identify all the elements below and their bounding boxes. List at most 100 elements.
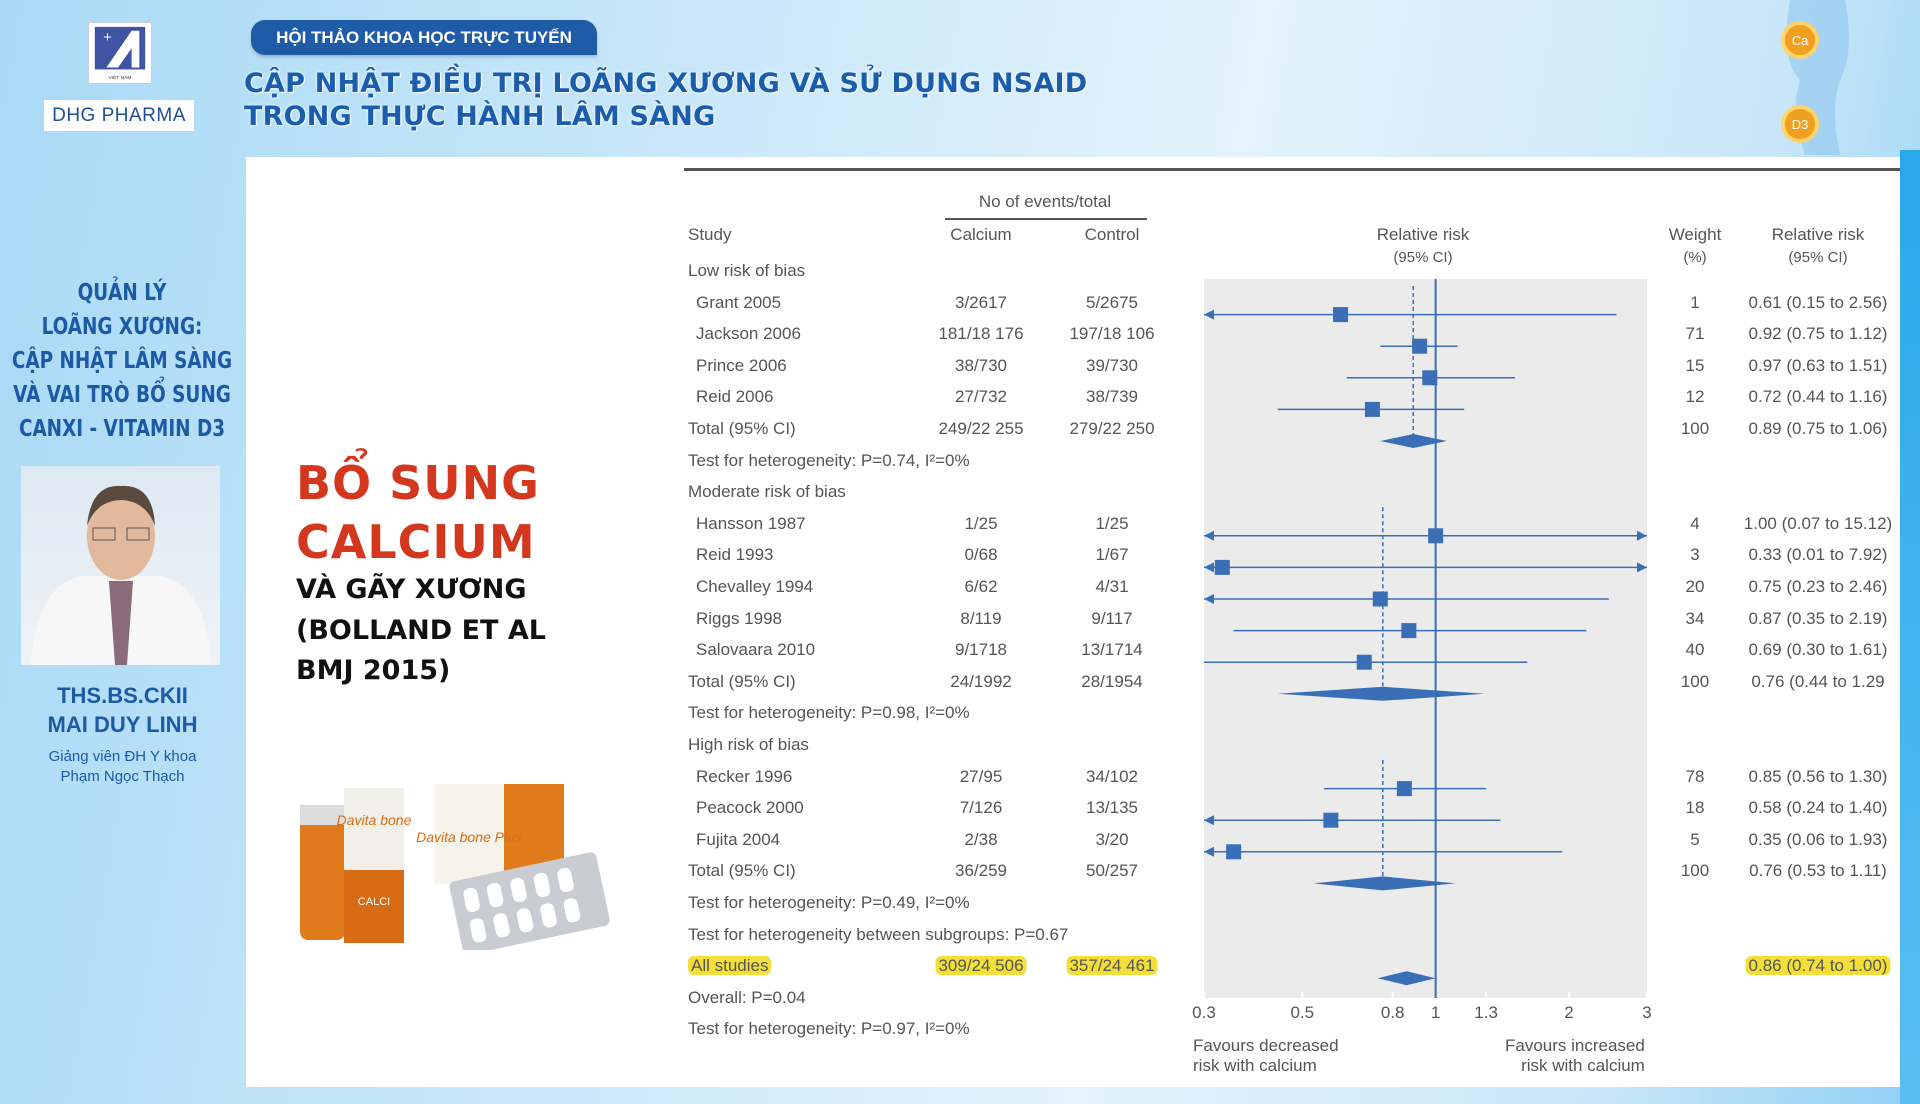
weight-value: 20 — [1685, 577, 1705, 596]
x-tick-label: 2 — [1564, 1003, 1574, 1022]
x-tick-label: 3 — [1642, 1003, 1652, 1022]
relative-risk-ci: 0.69 (0.30 to 1.61) — [1748, 640, 1888, 660]
relative-risk-ci: 1.00 (0.07 to 15.12) — [1743, 513, 1893, 533]
all-studies-label: All studies — [688, 956, 772, 976]
control-events: 4/31 — [1095, 577, 1129, 596]
x-tick-label: 0.3 — [1192, 1003, 1216, 1022]
heterogeneity-text: Test for heterogeneity: P=0.49, I²=0% — [688, 893, 970, 912]
relative-risk-ci: 0.35 (0.06 to 1.93) — [1748, 829, 1888, 849]
relative-risk-ci: 0.76 (0.53 to 1.11) — [1749, 861, 1887, 881]
effect-square — [1412, 338, 1428, 354]
calcium-events: 0/68 — [964, 545, 998, 565]
effect-square — [1401, 623, 1417, 639]
subgroup-label: High risk of bias — [688, 735, 809, 754]
relative-risk-ci: 0.72 (0.44 to 1.16) — [1748, 387, 1888, 407]
arrow-left-icon — [1204, 815, 1214, 826]
study-name: Prince 2006 — [696, 355, 787, 375]
study-name: Riggs 1998 — [696, 608, 783, 628]
x-axis-label-right: Favours increased risk with calcium — [1505, 1036, 1645, 1075]
speaker-title: THS.BS.CKII — [57, 683, 188, 708]
pooled-diamond — [1313, 876, 1456, 891]
calcium-events: 3/2617 — [955, 292, 1007, 312]
study-name: Hansson 1987 — [696, 513, 806, 533]
product-image: Davita bone CALCI Davita bone Plus — [294, 780, 634, 955]
calcium-events: 9/1718 — [955, 640, 1007, 660]
weight-value: 5 — [1690, 829, 1700, 849]
control-header: Control — [1084, 225, 1140, 244]
rr-ci-column-header: Relative risk — [1771, 225, 1865, 244]
control-events: 279/22 250 — [1069, 419, 1155, 438]
control-events: 39/730 — [1086, 355, 1138, 375]
calcium-events: 7/126 — [959, 798, 1003, 818]
arrow-left-icon — [1204, 562, 1214, 573]
arrow-left-icon — [1204, 530, 1214, 541]
effect-square — [1323, 812, 1339, 828]
subtotal-label: Total (95% CI) — [688, 671, 796, 691]
rr-ci-header: (95% CI) — [1393, 249, 1453, 266]
subtotal-label: Total (95% CI) — [688, 861, 796, 881]
control-events: 1/67 — [1095, 545, 1129, 565]
effect-square — [1333, 307, 1349, 323]
control-events: 13/1714 — [1081, 640, 1143, 660]
d3-badge: D3 — [1792, 117, 1809, 132]
weight-value: 100 — [1680, 671, 1710, 691]
logo-text: VIỆT NAM — [109, 73, 132, 81]
arrow-left-icon — [1204, 594, 1214, 604]
relative-risk-ci: 0.85 (0.56 to 1.30) — [1748, 766, 1888, 786]
control-events: 38/739 — [1086, 387, 1138, 407]
weight-value: 78 — [1685, 766, 1705, 786]
calcium-events: 249/22 255 — [938, 419, 1024, 438]
product-label: CALCI — [358, 896, 390, 908]
rr-header: Relative risk — [1376, 225, 1470, 244]
calcium-events: 38/730 — [955, 355, 1007, 375]
calcium-events: 8/119 — [960, 608, 1002, 628]
effect-square — [1422, 370, 1438, 386]
slide-heading: BỔ SUNG — [296, 456, 540, 510]
study-name: Fujita 2004 — [696, 829, 781, 849]
subtotal-label: Total (95% CI) — [688, 419, 796, 438]
calcium-events: 181/18 176 — [938, 324, 1024, 344]
pooled-diamond — [1277, 686, 1485, 701]
x-tick-label: 1.3 — [1474, 1003, 1498, 1022]
weight-value: 12 — [1685, 387, 1705, 407]
relative-risk-ci: 0.33 (0.01 to 7.92) — [1748, 545, 1888, 565]
x-axis-label-left: Favours decreased risk with calcium — [1193, 1036, 1339, 1075]
speaker-affiliation: Phạm Ngọc Thạch — [60, 768, 185, 785]
session-title: QUẢN LÝ LOÃNG XƯƠNG: CẬP NHẬT LÂM SÀNG V… — [0, 276, 250, 446]
control-events: 1/25 — [1095, 513, 1129, 533]
study-name: Reid 2006 — [696, 387, 774, 407]
control-events: 13/135 — [1086, 798, 1138, 818]
control-events: 357/24 461 — [1066, 956, 1158, 976]
weight-value: 4 — [1690, 513, 1700, 533]
study-name: Reid 1993 — [696, 545, 774, 565]
slide-subheading: (BOLLAND ET AL — [296, 615, 546, 646]
rr-ci-column-subheader: (95% CI) — [1788, 249, 1848, 266]
effect-square — [1356, 654, 1372, 670]
effect-square — [1396, 781, 1412, 797]
event-title-line-1: CẬP NHẬT ĐIỀU TRỊ LOÃNG XƯƠNG VÀ SỬ DỤNG… — [244, 68, 1088, 99]
heterogeneity-text: Test for heterogeneity: P=0.97, I²=0% — [688, 1019, 970, 1039]
weight-unit-header: (%) — [1683, 249, 1707, 266]
session-title-line: VÀ VAI TRÒ BỔ SUNG — [13, 382, 231, 408]
weight-value: 100 — [1680, 861, 1710, 881]
session-title-line: LOÃNG XƯƠNG: — [41, 314, 203, 340]
relative-risk-ci: 0.97 (0.63 to 1.51) — [1748, 355, 1888, 375]
weight-value: 3 — [1690, 545, 1700, 565]
session-title-line: CANXI - VITAMIN D3 — [18, 416, 226, 442]
calcium-events: 1/25 — [964, 513, 998, 533]
relative-risk-ci: 0.76 (0.44 to 1.29 — [1751, 671, 1885, 691]
effect-square — [1226, 844, 1242, 860]
control-events: 3/20 — [1095, 829, 1129, 849]
weight-header: Weight — [1668, 225, 1722, 244]
weight-value: 1 — [1690, 292, 1700, 312]
decorative-bar — [1900, 150, 1920, 1104]
weight-value: 71 — [1685, 324, 1705, 344]
calcium-events: 2/38 — [964, 829, 998, 849]
event-title-line-2: TRONG THỰC HÀNH LÂM SÀNG — [244, 101, 716, 132]
calcium-events: 27/95 — [959, 766, 1003, 786]
relative-risk-ci: 0.87 (0.35 to 2.19) — [1748, 608, 1888, 628]
weight-value: 40 — [1685, 640, 1705, 660]
dhg-pharma-logo: DHG PHARMA — [44, 100, 194, 131]
weight-value: 34 — [1685, 608, 1705, 628]
